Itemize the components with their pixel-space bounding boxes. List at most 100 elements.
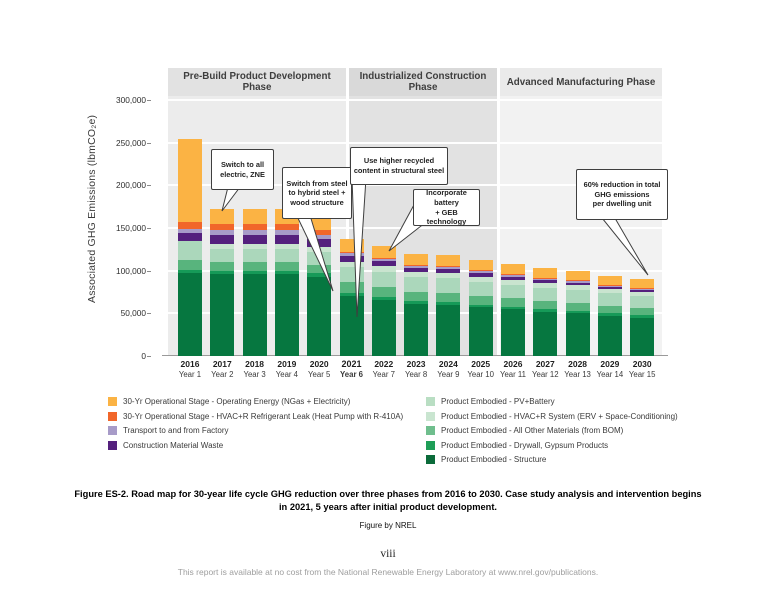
legend-item: Product Embodied - All Other Materials (… <box>426 426 678 435</box>
bar-segment <box>468 295 493 305</box>
bar-segment <box>307 246 332 252</box>
bar-segment <box>597 286 622 289</box>
x-tick-label: 2028 Year 13 <box>558 359 598 379</box>
bar-segment <box>565 313 590 356</box>
bar-segment <box>339 293 364 297</box>
legend-item: Product Embodied - PV+Battery <box>426 397 678 406</box>
bar-segment <box>565 302 590 311</box>
bar-segment <box>307 234 332 240</box>
bar-segment <box>178 273 202 356</box>
bar-segment <box>468 259 493 271</box>
bar-segment <box>436 278 461 293</box>
y-tick-label: 150,000 <box>116 223 146 233</box>
bar-segment <box>404 265 429 269</box>
x-tick-label: 2020 Year 5 <box>299 359 339 379</box>
bar-segment <box>597 315 622 356</box>
gridline <box>164 184 666 187</box>
x-tick-year: 2023 <box>406 359 426 369</box>
bar-segment <box>339 255 364 262</box>
legend-item: 30-Yr Operational Stage - Operating Ener… <box>108 397 403 406</box>
legend-swatch <box>108 411 117 421</box>
y-tick-mark <box>147 228 151 229</box>
bar-segment <box>630 308 655 316</box>
legend-label: Product Embodied - All Other Materials (… <box>441 426 624 435</box>
bar-segment <box>274 230 299 236</box>
x-tick-label: 2026 Year 11 <box>493 359 533 379</box>
x-tick-subyear: Year 11 <box>499 370 526 379</box>
x-tick-subyear: Year 3 <box>243 370 266 379</box>
y-tick-mark <box>147 313 151 315</box>
page-number: viii <box>380 548 396 560</box>
bar-segment <box>307 276 332 356</box>
gridline <box>164 99 666 101</box>
bar-segment <box>436 269 461 274</box>
bar-segment <box>339 282 364 294</box>
legend-item: 30-Yr Operational Stage - HVAC+R Refrige… <box>108 411 403 421</box>
x-tick-year: 2027 <box>535 359 555 369</box>
x-tick-label: 2022 Year 7 <box>364 359 404 379</box>
x-tick-year: 2024 <box>438 359 458 369</box>
bar-segment <box>178 260 202 270</box>
bar-segment <box>210 224 235 231</box>
bar-segment <box>339 296 364 356</box>
bar-segment <box>307 251 332 265</box>
bar-segment <box>274 235 299 245</box>
y-tick-label: 100,000 <box>116 265 146 276</box>
x-tick-label: 2017 Year 2 <box>202 359 242 379</box>
bar-segment <box>371 271 396 287</box>
bar-segment <box>533 309 558 312</box>
bar-segment <box>533 278 558 281</box>
bar-segment <box>436 267 461 270</box>
bar-segment <box>307 273 332 277</box>
bar-segment <box>371 297 396 301</box>
bar-segment <box>371 266 396 272</box>
bar-segment <box>210 274 235 356</box>
y-tick-label: 0 <box>141 351 146 361</box>
bar-segment <box>339 251 364 253</box>
bar-segment <box>533 268 558 278</box>
legend-label: Product Embodied - PV+Battery <box>441 397 555 406</box>
x-tick-year: 2017 <box>212 359 232 369</box>
x-tick-subyear: Year 15 <box>628 370 656 379</box>
x-tick-year: 2028 <box>568 359 588 369</box>
bar-segment <box>178 222 202 230</box>
legend-column-right: Product Embodied - PV+Battery Product Emb… <box>426 397 678 470</box>
bar-segment <box>501 276 525 280</box>
bar-segment <box>468 273 493 277</box>
x-tick-label: 2021 Year 6 <box>332 359 372 379</box>
callout-box: Switch from steel to hybrid steel + wood… <box>282 167 352 219</box>
bar-segment <box>307 229 332 235</box>
bar-segment <box>533 280 558 284</box>
bar-segment <box>597 313 622 316</box>
x-tick-label: 2029 Year 14 <box>590 359 630 379</box>
legend-swatch <box>426 455 435 464</box>
y-tick-mark <box>147 356 151 357</box>
figure-credit: Figure by NREL <box>359 521 417 530</box>
bar-segment <box>242 209 267 225</box>
bar-segment <box>404 301 429 304</box>
bar-segment <box>307 239 332 247</box>
y-tick-label: 200,000 <box>116 180 146 191</box>
legend-swatch <box>426 411 435 421</box>
x-tick-label: 2025 Year 10 <box>461 359 501 379</box>
x-tick-year: 2029 <box>600 359 620 369</box>
bar-segment <box>597 275 622 285</box>
bar-segment <box>468 281 493 296</box>
bar-segment <box>533 277 558 279</box>
x-tick-label: 2024 Year 9 <box>428 359 468 379</box>
x-tick-year: 2019 <box>277 359 297 369</box>
bar-segment <box>436 266 461 268</box>
bar-segment <box>501 309 525 356</box>
bar-segment <box>371 261 396 267</box>
bar-segment <box>178 139 202 223</box>
legend-label: Product Embodied - HVAC+R System (ERV + … <box>441 411 678 421</box>
legend-item: Product Embodied - Drywall, Gypsum Produ… <box>426 440 678 450</box>
bar-segment <box>210 262 235 271</box>
bar-segment <box>404 253 429 265</box>
x-tick-label: 2016 Year 1 <box>170 359 210 379</box>
bar-segment <box>630 292 655 297</box>
bar-segment <box>630 279 655 288</box>
bar-segment <box>501 298 525 307</box>
bar-segment <box>210 249 235 263</box>
x-tick-year: 2018 <box>245 359 265 369</box>
